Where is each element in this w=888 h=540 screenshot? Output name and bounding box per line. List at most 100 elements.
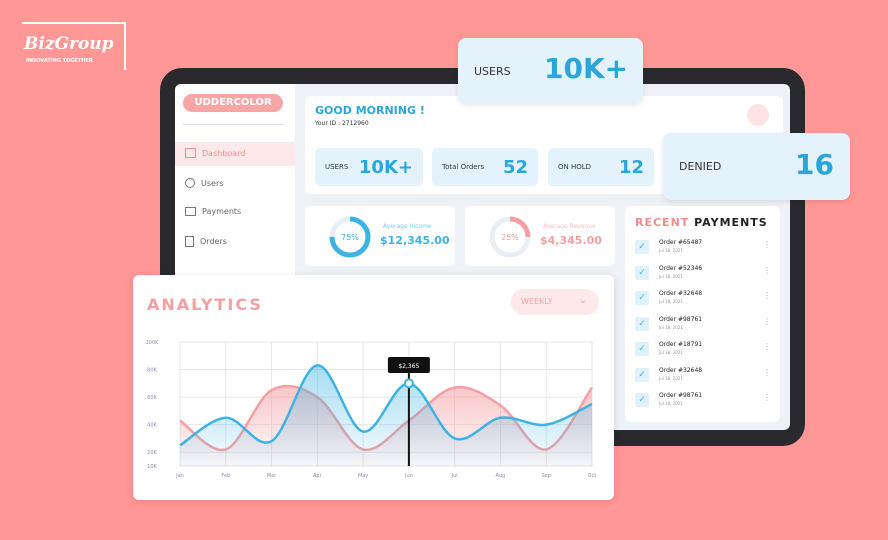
menu-button[interactable]: ⋮ (763, 367, 771, 377)
menu-button[interactable]: ⋮ (763, 240, 771, 249)
stat-card: Total Orders 52 (432, 148, 538, 186)
payment-row: ✓ Order #18791 Jul 18, 2021 ⋮ (635, 340, 771, 362)
menu-button[interactable]: ⋮ (763, 265, 771, 275)
checkbox: ✓ (635, 342, 649, 356)
payment-row: ✓ Order #65487 Jul 18, 2021 ⋮ (635, 238, 771, 260)
tooltip-point (403, 378, 414, 389)
ring-value (329, 216, 371, 258)
y-tick-label: 100K (146, 340, 160, 346)
kpi-value: $12,345.00 (380, 234, 450, 247)
app-logo: UDDERCOLOR (183, 94, 283, 112)
kpi-card: 25% Average Revenue $4,345.00 (465, 206, 615, 266)
payments-card: RECENT PAYMENTS ✓ Order #65487 Jul 18, 202… (625, 206, 780, 422)
period-dropdown[interactable]: WEEKLY ⌄ (511, 289, 599, 315)
nav-item[interactable]: Orders (185, 236, 227, 247)
tooltip-label: $2,365 (398, 363, 419, 370)
y-tick-label: 10K (147, 464, 157, 470)
kpi-value: $4,345.00 (540, 234, 602, 247)
floating-users-card: USERS 10K+ (458, 38, 643, 103)
checkbox: ✓ (635, 265, 649, 280)
y-tick-label: 80K (147, 368, 157, 374)
kpi-label: Average Revenue (543, 223, 596, 230)
order-date: Jul 18, 2021 (659, 350, 683, 355)
stat-label: USERS (325, 163, 349, 171)
x-tick-label: Aug (496, 473, 506, 479)
nav-label: Dashboard (202, 148, 246, 158)
payment-row: ✓ Order #32648 Jul 18, 2021 ⋮ (635, 366, 771, 388)
user-id: Your ID : 2712960 (315, 120, 369, 127)
stat-label: ON HOLD (558, 163, 592, 171)
y-tick-label: 40K (147, 423, 157, 429)
ring-label: 25% (501, 233, 519, 242)
menu-button[interactable]: ⋮ (763, 342, 771, 351)
series-area (180, 365, 592, 466)
stat-value: 52 (502, 156, 528, 178)
kpi-label: Average Income (383, 223, 432, 230)
x-tick-label: Jun (404, 473, 413, 479)
greeting: GOOD MORNING ! (315, 104, 425, 117)
payment-row: ✓ Order #32648 Jul 18, 2021 ⋮ (635, 289, 771, 311)
menu-button[interactable]: ⋮ (763, 291, 771, 300)
checkbox: ✓ (635, 367, 649, 382)
series-line (179, 364, 593, 447)
stat-value: 10K+ (358, 156, 413, 178)
title-part: RECENT (635, 216, 690, 229)
nav-item[interactable]: Payments (185, 207, 241, 216)
kpi-ring: 25% (489, 216, 531, 258)
card-value: 16 (795, 148, 834, 181)
order-id: Order #52346 (659, 264, 703, 272)
ring-label: 75% (341, 233, 359, 242)
order-id: Order #98761 (659, 315, 703, 323)
menu-button[interactable]: ⋮ (763, 393, 771, 402)
kpi-ring: 75% (329, 216, 371, 258)
x-tick-label: Feb (221, 473, 230, 479)
stat-value: 12 (618, 156, 644, 178)
stat-label: Total Orders (442, 163, 485, 171)
x-tick-label: Mar (267, 473, 277, 479)
x-tick-label: Apr (313, 473, 323, 479)
order-id: Order #32648 (659, 290, 703, 297)
order-id: Order #18791 (659, 341, 703, 348)
stat-card: ON HOLD 12 (548, 148, 654, 186)
x-tick-label: Jan (175, 473, 184, 479)
order-date: Jul 18, 2021 (659, 375, 683, 381)
order-date: Jul 18, 2021 (659, 401, 683, 406)
card-value: 10K+ (544, 52, 629, 85)
y-tick-label: 60K (147, 395, 157, 401)
order-id: Order #98761 (659, 392, 703, 399)
nav-item[interactable]: Users (185, 178, 223, 188)
checkbox: ✓ (635, 316, 649, 331)
nav-item[interactable]: Dashboard (185, 148, 245, 158)
card-label: DENIED (679, 160, 722, 173)
checkbox: ✓ (635, 240, 649, 254)
payment-row: ✓ Order #98761 Jul 18, 2021 ⋮ (635, 391, 771, 413)
menu-button[interactable]: ⋮ (763, 316, 771, 326)
ring-value (489, 216, 531, 258)
x-tick-label: May (358, 473, 368, 479)
payments-title: RECENT PAYMENTS (635, 216, 768, 229)
card-label: USERS (474, 65, 511, 78)
checkbox: ✓ (635, 291, 649, 305)
divider (183, 124, 283, 125)
notification-button[interactable] (747, 104, 769, 126)
floating-denied-card: DENIED 16 (663, 133, 850, 200)
kpi-card: 75% Average Income $12,345.00 (305, 206, 455, 266)
x-tick-label: Sep (542, 473, 551, 479)
order-date: Jul 18, 2021 (659, 324, 683, 330)
brand-name: BizGroup (24, 34, 114, 54)
brand-tagline: INNOVATING TOGETHER (26, 58, 93, 64)
nav-label: Users (201, 178, 224, 188)
x-tick-label: Oct (588, 473, 597, 479)
payment-row: ✓ Order #98761 Jul 18, 2021 ⋮ (635, 315, 771, 337)
brand-frame (22, 22, 126, 70)
dropdown-label: WEEKLY (521, 297, 553, 306)
title-part: PAYMENTS (694, 216, 768, 229)
order-id: Order #32648 (659, 366, 703, 374)
y-tick-label: 20K (147, 450, 157, 456)
x-tick-label: Jul (451, 473, 458, 479)
analytics-title: ANALYTICS (147, 295, 263, 314)
nav-label: Payments (202, 207, 242, 216)
order-date: Jul 18, 2021 (659, 299, 683, 304)
